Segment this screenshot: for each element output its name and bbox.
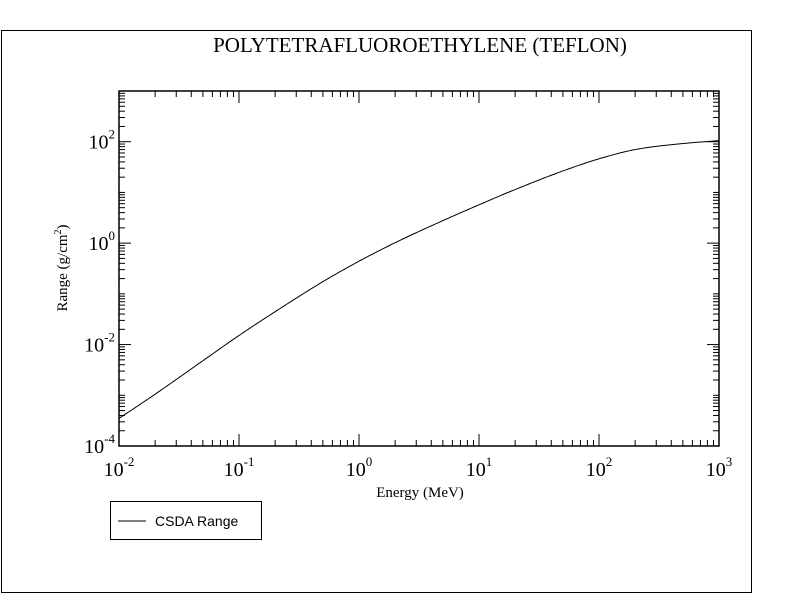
x-tick-label-base: 10	[466, 459, 486, 481]
x-tick-label: 10-2	[104, 454, 135, 481]
x-tick-label-exponent: 1	[486, 454, 493, 469]
plot-area	[118, 90, 720, 447]
x-tick-label-base: 10	[104, 459, 124, 481]
x-tick-label-exponent: 3	[726, 454, 733, 469]
x-tick-label-base: 10	[586, 459, 606, 481]
y-tick-label-exponent: 2	[109, 127, 116, 142]
x-tick-label-exponent: 2	[606, 454, 613, 469]
x-axis-label: Energy (MeV)	[376, 485, 464, 501]
x-tick-label-base: 10	[346, 459, 366, 481]
y-tick-label: 10-2	[84, 330, 115, 357]
y-tick-label-base: 10	[89, 132, 109, 154]
legend-label: CSDA Range	[155, 513, 238, 529]
outer-frame	[1, 30, 752, 593]
y-axis-label-sup: 2	[53, 229, 64, 234]
x-tick-label-exponent: 0	[366, 454, 373, 469]
legend: CSDA Range	[110, 501, 262, 540]
x-tick-label-base: 10	[706, 459, 726, 481]
y-tick-label: 100	[89, 228, 116, 255]
y-tick-label-exponent: -4	[104, 431, 115, 446]
y-tick-label: 10-4	[84, 431, 115, 458]
y-tick-label-base: 10	[84, 335, 104, 357]
y-tick-label-base: 10	[89, 233, 109, 255]
x-tick-label: 101	[466, 454, 493, 481]
y-tick-label-base: 10	[84, 436, 104, 458]
series-line-csda-range	[118, 140, 720, 419]
y-axis-label-main: Range (g/cm	[55, 234, 71, 311]
y-axis-label: Range (g/cm2)	[53, 224, 71, 311]
y-tick-label-exponent: -2	[104, 330, 115, 345]
x-tick-label: 100	[346, 454, 373, 481]
x-tick-label: 102	[586, 454, 613, 481]
x-tick-label: 10-1	[224, 454, 255, 481]
chart-title: POLYTETRAFLUOROETHYLENE (TEFLON)	[213, 33, 627, 57]
y-axis-label-tail: )	[55, 224, 71, 229]
x-tick-label-exponent: -2	[124, 454, 135, 469]
y-tick-label: 102	[89, 127, 116, 154]
x-tick-label: 103	[706, 454, 733, 481]
axis-ticks	[118, 90, 720, 447]
x-tick-label-exponent: -1	[244, 454, 255, 469]
x-tick-label-base: 10	[224, 459, 244, 481]
y-tick-label-exponent: 0	[109, 228, 116, 243]
